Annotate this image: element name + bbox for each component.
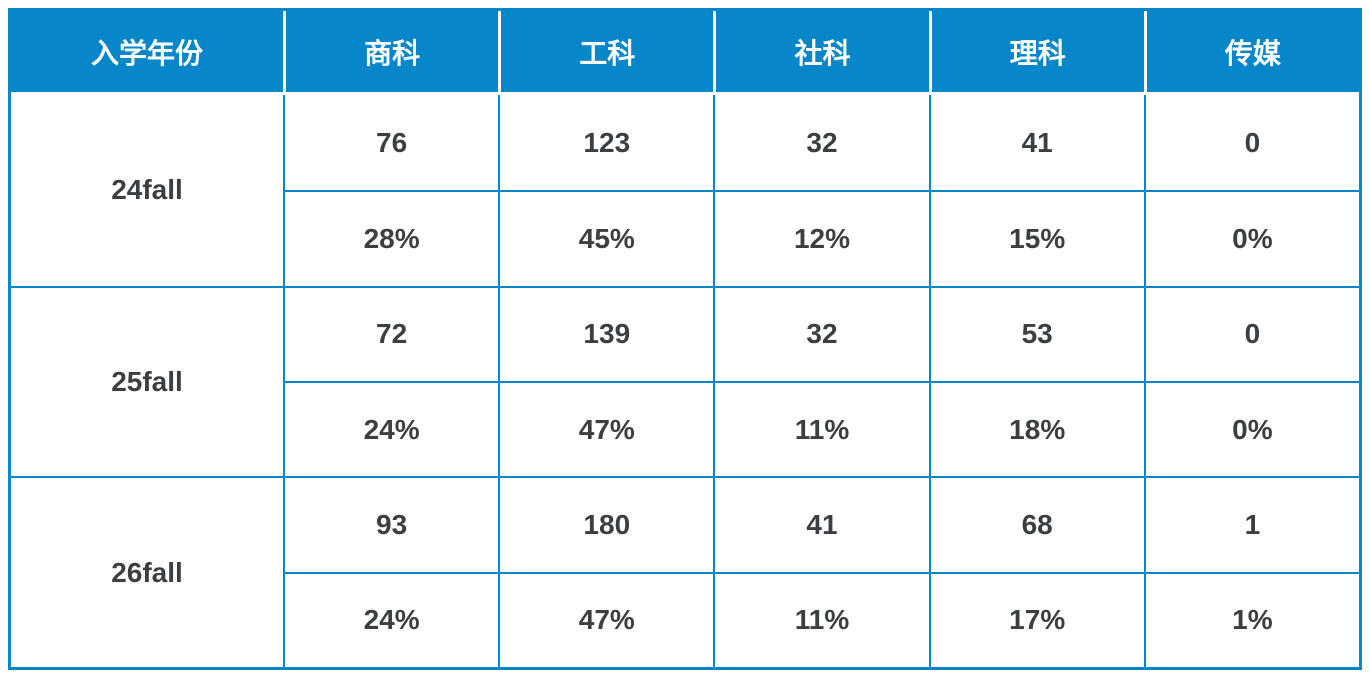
column-header-business: 商科 — [283, 11, 499, 95]
percent-cell: 17% — [928, 571, 1144, 667]
percent-cell: 45% — [498, 190, 714, 286]
count-cell: 0 — [1143, 285, 1359, 381]
count-cell: 32 — [713, 95, 929, 191]
percent-cell: 47% — [498, 381, 714, 477]
count-cell: 76 — [283, 95, 499, 191]
percent-cell: 11% — [713, 381, 929, 477]
column-header-media: 传媒 — [1143, 11, 1359, 95]
count-cell: 93 — [283, 476, 499, 572]
percent-cell: 12% — [713, 190, 929, 286]
year-cell: 26fall — [11, 476, 283, 667]
count-cell: 180 — [498, 476, 714, 572]
year-cell: 25fall — [11, 285, 283, 477]
percent-cell: 47% — [498, 571, 714, 667]
count-cell: 53 — [928, 285, 1144, 381]
column-header-engineering: 工科 — [498, 11, 714, 95]
count-cell: 123 — [498, 95, 714, 191]
percent-cell: 24% — [283, 381, 499, 477]
year-cell: 24fall — [11, 95, 283, 286]
column-header-year: 入学年份 — [11, 11, 283, 95]
column-header-science: 理科 — [928, 11, 1144, 95]
column-header-social-science: 社科 — [713, 11, 929, 95]
percent-cell: 24% — [283, 571, 499, 667]
count-cell: 1 — [1143, 476, 1359, 572]
count-cell: 41 — [928, 95, 1144, 191]
percent-cell: 0% — [1143, 190, 1359, 286]
percent-cell: 28% — [283, 190, 499, 286]
count-cell: 68 — [928, 476, 1144, 572]
percent-cell: 0% — [1143, 381, 1359, 477]
count-cell: 72 — [283, 285, 499, 381]
count-cell: 0 — [1143, 95, 1359, 191]
percent-cell: 1% — [1143, 571, 1359, 667]
percent-cell: 15% — [928, 190, 1144, 286]
enrollment-table: 入学年份 商科 工科 社科 理科 传媒 24fall 76 123 32 41 … — [8, 8, 1362, 670]
percent-cell: 18% — [928, 381, 1144, 477]
count-cell: 32 — [713, 285, 929, 381]
count-cell: 41 — [713, 476, 929, 572]
percent-cell: 11% — [713, 571, 929, 667]
count-cell: 139 — [498, 285, 714, 381]
